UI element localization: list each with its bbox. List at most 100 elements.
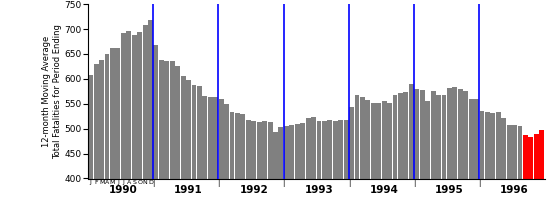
Bar xyxy=(463,91,468,210)
Bar xyxy=(425,101,430,210)
Bar xyxy=(262,121,267,210)
Bar xyxy=(480,111,485,210)
Bar xyxy=(229,112,234,210)
Text: 1991: 1991 xyxy=(174,185,203,196)
Bar xyxy=(316,121,321,210)
Bar xyxy=(398,93,403,210)
Text: O: O xyxy=(137,180,142,185)
Text: 1992: 1992 xyxy=(239,185,268,196)
Bar xyxy=(485,112,490,210)
Bar xyxy=(191,85,196,210)
Bar xyxy=(360,97,365,210)
Bar xyxy=(164,62,169,210)
Bar xyxy=(99,60,104,210)
Bar xyxy=(110,47,115,210)
Bar xyxy=(344,120,349,210)
Bar xyxy=(170,62,175,210)
Bar xyxy=(453,87,457,210)
Bar xyxy=(469,99,474,210)
Bar xyxy=(273,132,278,210)
Text: A: A xyxy=(126,180,131,185)
Text: |: | xyxy=(348,180,350,187)
Bar xyxy=(458,89,463,210)
Bar xyxy=(88,75,93,210)
Bar xyxy=(518,126,522,210)
Bar xyxy=(94,64,98,210)
Bar xyxy=(529,137,534,210)
Bar xyxy=(208,97,213,210)
Bar xyxy=(420,90,425,210)
Text: F: F xyxy=(95,180,98,185)
Bar xyxy=(431,91,436,210)
Bar xyxy=(224,104,229,210)
Bar xyxy=(322,121,327,210)
Bar xyxy=(235,113,240,210)
Bar xyxy=(251,121,256,210)
Bar xyxy=(180,76,185,210)
Bar xyxy=(104,54,109,210)
Text: |: | xyxy=(478,180,481,187)
Bar xyxy=(371,103,376,210)
Bar xyxy=(355,95,360,210)
Bar xyxy=(523,135,528,210)
Bar xyxy=(327,120,332,210)
Bar xyxy=(278,127,283,210)
Bar xyxy=(219,99,224,210)
Bar xyxy=(240,114,245,210)
Bar xyxy=(142,25,147,210)
Text: 1993: 1993 xyxy=(305,185,333,196)
Bar xyxy=(512,125,517,210)
Text: J: J xyxy=(90,180,92,185)
Bar xyxy=(474,99,479,210)
Text: 1996: 1996 xyxy=(500,185,529,196)
Bar xyxy=(295,124,300,210)
Bar xyxy=(213,97,218,210)
Bar xyxy=(257,122,262,210)
Bar xyxy=(197,86,202,210)
Bar xyxy=(365,100,370,210)
Bar xyxy=(387,103,392,210)
Bar xyxy=(338,120,343,210)
Bar xyxy=(300,123,305,210)
Bar xyxy=(540,130,544,210)
Bar xyxy=(501,118,506,210)
Bar xyxy=(349,107,354,210)
Bar xyxy=(414,89,419,210)
Bar xyxy=(121,33,126,210)
Bar xyxy=(507,125,512,210)
Text: J: J xyxy=(123,180,124,185)
Bar xyxy=(159,60,164,210)
Bar xyxy=(333,121,338,210)
Bar xyxy=(534,134,539,210)
Text: S: S xyxy=(132,180,136,185)
Text: |: | xyxy=(152,180,155,187)
Text: 1994: 1994 xyxy=(370,185,399,196)
Text: M: M xyxy=(99,180,104,185)
Text: |: | xyxy=(283,180,285,187)
Bar xyxy=(116,47,120,210)
Bar xyxy=(393,95,398,210)
Text: |: | xyxy=(413,180,415,187)
Text: M: M xyxy=(110,180,115,185)
Bar xyxy=(148,20,153,210)
Bar xyxy=(202,96,207,210)
Text: N: N xyxy=(142,180,147,185)
Bar xyxy=(491,113,496,210)
Text: 1990: 1990 xyxy=(109,185,138,196)
Bar xyxy=(409,84,414,210)
Bar xyxy=(442,95,447,210)
Bar xyxy=(137,32,142,210)
Bar xyxy=(153,45,158,210)
Text: J: J xyxy=(117,180,119,185)
Bar xyxy=(311,117,316,210)
Bar xyxy=(186,80,191,210)
Text: A: A xyxy=(105,180,109,185)
Bar xyxy=(289,125,294,210)
Bar xyxy=(382,101,387,210)
Y-axis label: 12-month Moving Average
Total Fatalities for Period Ending: 12-month Moving Average Total Fatalities… xyxy=(42,24,62,159)
Bar xyxy=(132,35,136,210)
Bar xyxy=(175,66,180,210)
Bar xyxy=(126,31,131,210)
Bar xyxy=(284,126,289,210)
Bar xyxy=(376,103,381,210)
